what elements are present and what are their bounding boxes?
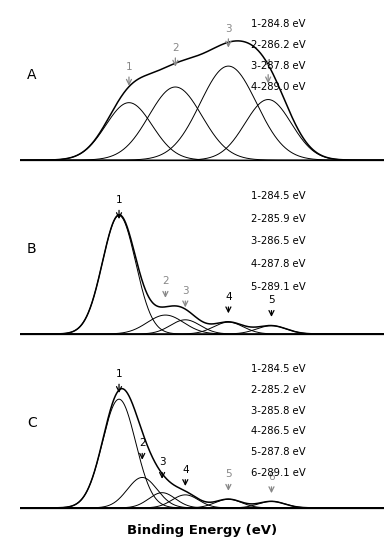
Text: 1: 1: [126, 62, 132, 72]
Text: 3-287.8 eV: 3-287.8 eV: [251, 61, 306, 71]
Text: 3: 3: [182, 286, 189, 296]
Text: 2-286.2 eV: 2-286.2 eV: [251, 40, 306, 50]
Text: 4: 4: [182, 465, 189, 474]
Text: 3: 3: [225, 24, 232, 34]
Text: 6-289.1 eV: 6-289.1 eV: [251, 468, 306, 478]
Text: 5-287.8 eV: 5-287.8 eV: [251, 447, 306, 457]
Text: 5: 5: [268, 295, 275, 305]
Text: C: C: [27, 416, 36, 430]
Text: 3-285.8 eV: 3-285.8 eV: [251, 405, 306, 415]
Text: 1: 1: [116, 195, 122, 205]
Text: 6: 6: [268, 472, 275, 482]
Text: 2: 2: [139, 439, 145, 448]
Text: 1-284.5 eV: 1-284.5 eV: [251, 364, 306, 374]
Text: 4-286.5 eV: 4-286.5 eV: [251, 426, 306, 436]
Text: 4-289.0 eV: 4-289.0 eV: [251, 82, 306, 92]
Text: B: B: [27, 242, 36, 257]
Text: 3: 3: [159, 457, 165, 467]
Text: 4: 4: [265, 60, 272, 70]
Text: 2-285.2 eV: 2-285.2 eV: [251, 384, 306, 395]
Text: 5-289.1 eV: 5-289.1 eV: [251, 281, 306, 291]
Text: 3-286.5 eV: 3-286.5 eV: [251, 237, 306, 247]
Text: A: A: [27, 69, 36, 82]
Text: 1-284.5 eV: 1-284.5 eV: [251, 191, 306, 201]
Text: 2: 2: [172, 43, 179, 53]
Text: 4: 4: [225, 292, 232, 302]
Text: 5: 5: [225, 469, 232, 479]
Text: 2: 2: [162, 276, 169, 286]
Text: 1-284.8 eV: 1-284.8 eV: [251, 19, 306, 29]
Text: 1: 1: [116, 369, 122, 379]
Text: 2-285.9 eV: 2-285.9 eV: [251, 214, 306, 224]
X-axis label: Binding Energy (eV): Binding Energy (eV): [127, 524, 277, 537]
Text: 4-287.8 eV: 4-287.8 eV: [251, 259, 306, 269]
